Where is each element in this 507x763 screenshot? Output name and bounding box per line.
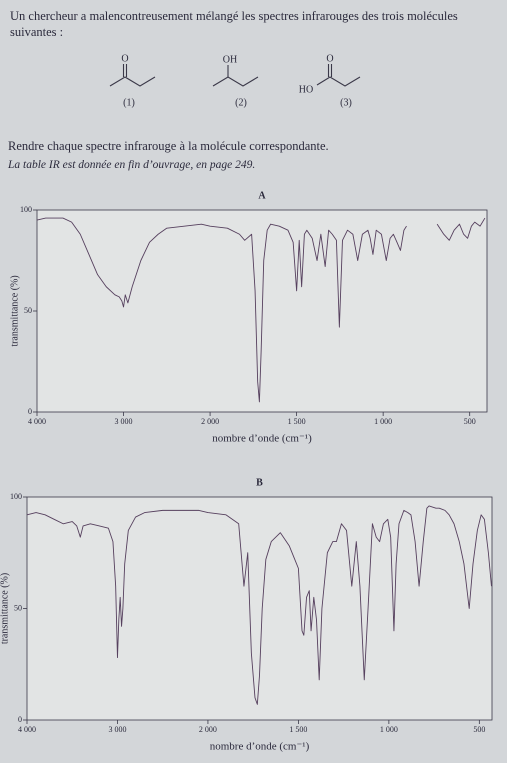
bond <box>109 76 156 87</box>
molecule-label: (2) <box>235 97 247 108</box>
x-axis-label: nombre d’onde (cm⁻¹) <box>212 433 312 445</box>
atom: HO <box>299 84 313 95</box>
atom: O <box>121 53 128 64</box>
molecule-label: (3) <box>340 97 352 108</box>
y-tick-label: 100 <box>20 205 32 214</box>
y-axis-label: transmittance (%) <box>9 275 20 346</box>
molecule-label: (1) <box>123 97 135 108</box>
x-tick-label: 500 <box>464 417 476 426</box>
x-tick-label: 1 500 <box>288 417 306 426</box>
y-tick-label: 0 <box>18 715 22 724</box>
task-text: Rendre chaque spectre infrarouge à la mo… <box>8 139 329 153</box>
spectrum-line <box>36 217 486 403</box>
molecule-2: OH (2) <box>212 54 259 108</box>
x-tick-label: 1 000 <box>374 417 392 426</box>
plot-area <box>26 496 493 721</box>
x-tick-label: 4 000 <box>18 725 36 734</box>
intro-text: Un chercheur a malencontreusement mélang… <box>10 9 458 39</box>
x-tick-label: 1 000 <box>380 725 398 734</box>
molecule-3: HO O (3) <box>299 53 361 108</box>
ir-chart: A 0 50 100 4 000 3 000 2 000 1 500 1 000 500 nombr… <box>9 190 488 445</box>
ir-chart: B 0 50 100 4 000 3 000 2 000 1 500 1 000 500 nombr… <box>0 477 493 753</box>
x-tick-label: 4 000 <box>28 417 46 426</box>
y-axis-label: transmittance (%) <box>0 573 10 644</box>
x-tick-label: 500 <box>473 725 485 734</box>
note-text: La table IR est donnée en fin d’ouvrage,… <box>8 159 256 171</box>
atom: O <box>326 53 333 64</box>
x-tick-label: 3 000 <box>115 417 133 426</box>
x-tick-label: 1 500 <box>289 725 307 734</box>
x-tick-label: 2 000 <box>199 725 217 734</box>
x-tick-label: 3 000 <box>108 725 126 734</box>
bond <box>212 76 259 87</box>
spectrum-line <box>26 505 492 705</box>
y-tick-label: 50 <box>14 603 22 612</box>
x-axis-label: nombre d’onde (cm⁻¹) <box>210 741 310 753</box>
chart-title: A <box>258 190 266 201</box>
bond <box>316 76 361 87</box>
atom: OH <box>223 54 237 65</box>
molecule-1: O (1) <box>109 53 156 108</box>
y-tick-label: 100 <box>10 492 22 501</box>
y-tick-label: 0 <box>28 407 32 416</box>
y-tick-label: 50 <box>24 306 32 315</box>
x-tick-label: 2 000 <box>201 417 219 426</box>
chart-title: B <box>256 477 263 488</box>
